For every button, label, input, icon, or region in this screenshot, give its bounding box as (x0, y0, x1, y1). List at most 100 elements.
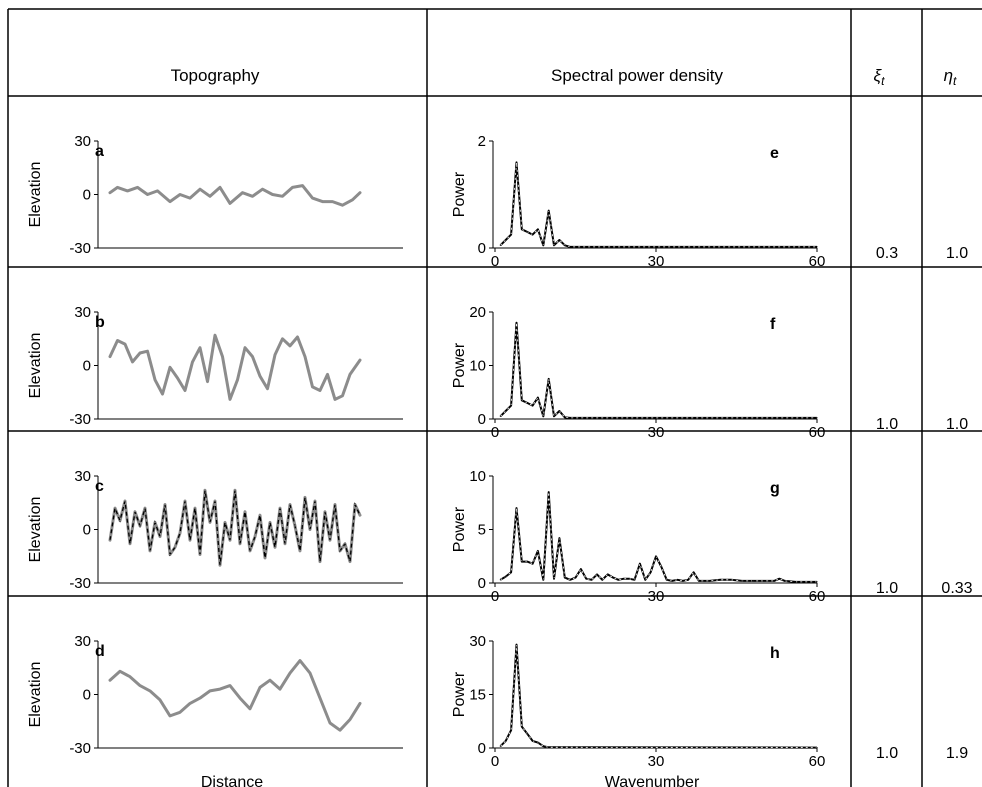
x-tick-label: 30 (648, 588, 665, 605)
eta-value-c: 0.33 (941, 580, 972, 597)
y-tick-label: 0 (83, 522, 91, 539)
y-tick-label: -30 (69, 575, 91, 592)
data-point (161, 393, 164, 395)
panel-letter-a: a (95, 143, 104, 160)
data-point (179, 532, 181, 534)
panel-letter-b: b (95, 314, 105, 331)
data-point (146, 193, 149, 196)
data-point (239, 697, 241, 699)
data-point (219, 186, 221, 188)
data-point (526, 231, 528, 233)
data-point (569, 579, 571, 581)
data-point (596, 573, 598, 576)
data-point (585, 578, 587, 580)
data-point (526, 733, 528, 735)
data-point (762, 580, 764, 582)
data-point (289, 345, 291, 347)
data-point (241, 192, 244, 194)
data-point (234, 489, 236, 491)
data-point (542, 415, 544, 417)
data-point (174, 546, 176, 548)
data-point (359, 359, 361, 361)
chart-panel-d: 30 0 -30 Elevation d (27, 633, 403, 757)
data-point (219, 564, 221, 566)
data-point (499, 745, 501, 747)
data-point (666, 579, 668, 581)
x-tick-label: 60 (809, 253, 826, 270)
data-point (184, 500, 186, 502)
header-spectral-power-density: Spectral power density (551, 66, 723, 85)
data-point (548, 746, 550, 748)
y-tick-label: 20 (469, 304, 486, 321)
data-point (271, 193, 274, 196)
data-point (311, 386, 314, 388)
series-line (499, 161, 817, 248)
data-point (816, 417, 818, 419)
x-tick-label: 30 (648, 253, 665, 270)
data-point (639, 563, 641, 565)
data-point (505, 410, 507, 412)
data-point (209, 690, 211, 692)
data-point (553, 244, 555, 246)
data-point (274, 546, 276, 548)
data-point (553, 415, 555, 417)
data-point (601, 579, 603, 581)
y-tick-label: 0 (83, 187, 91, 204)
data-point (206, 381, 209, 383)
x-tick-label: 60 (809, 588, 826, 605)
data-point (199, 188, 201, 190)
data-point (189, 539, 191, 541)
chart-panel-h: 30 15 00 30 60 Power h (451, 633, 825, 770)
data-point (693, 571, 695, 573)
data-point (309, 672, 311, 674)
data-point (644, 579, 646, 581)
data-point (124, 500, 126, 502)
y-axis-label: Elevation (27, 333, 44, 399)
data-point (794, 581, 797, 583)
data-point (682, 580, 684, 582)
series-line-dash (500, 322, 817, 419)
data-point (289, 503, 291, 506)
data-point (309, 528, 311, 531)
data-point (612, 577, 614, 579)
data-point (281, 195, 284, 197)
y-axis-label: Power (451, 171, 468, 217)
data-point (169, 366, 171, 368)
data-point (655, 555, 657, 557)
data-point (505, 239, 507, 241)
data-point (229, 539, 231, 541)
data-point (687, 579, 689, 581)
data-point (189, 702, 191, 705)
data-point (628, 578, 630, 580)
y-tick-label: 30 (74, 468, 91, 485)
data-point (239, 543, 241, 545)
data-point (319, 561, 321, 563)
data-point (334, 398, 336, 400)
y-tick-label: 15 (469, 687, 486, 704)
series-line (499, 321, 817, 419)
x-tick-label: 60 (809, 424, 826, 441)
data-point (671, 580, 673, 582)
data-point (344, 543, 346, 545)
data-point (169, 715, 171, 717)
y-axis-label: Elevation (27, 662, 44, 728)
data-point (537, 228, 539, 230)
data-point (269, 521, 271, 524)
data-point (169, 201, 171, 203)
data-point (741, 580, 743, 582)
data-point (199, 697, 201, 699)
data-point (259, 375, 261, 377)
data-point (319, 389, 321, 392)
data-point (719, 579, 722, 581)
data-point (304, 496, 306, 498)
data-point (521, 726, 523, 728)
y-tick-label: 0 (83, 687, 91, 704)
data-point (633, 579, 636, 581)
data-point (289, 672, 291, 674)
data-point (542, 579, 544, 581)
data-point (564, 244, 566, 246)
data-point (169, 553, 171, 556)
data-point (574, 577, 577, 579)
data-point (149, 550, 151, 552)
data-point (259, 686, 261, 689)
